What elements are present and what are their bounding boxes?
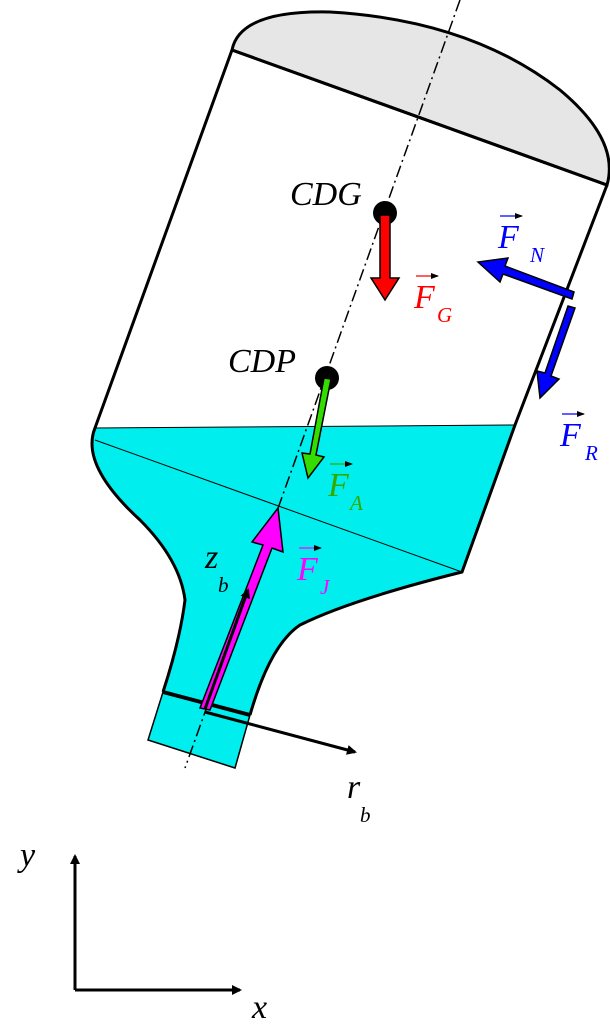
symbol: F xyxy=(559,417,582,454)
jet-label: F J xyxy=(296,545,331,599)
symbol: F xyxy=(413,279,436,316)
cdg-point xyxy=(373,201,397,225)
zb-subscript: b xyxy=(218,573,229,597)
cap xyxy=(230,10,610,187)
y-axis-label: y xyxy=(17,837,36,874)
zb-axis xyxy=(203,588,250,710)
bottle-outline xyxy=(90,49,609,716)
symbol: F xyxy=(327,467,350,504)
friction-label: F R xyxy=(559,411,598,465)
subscript: G xyxy=(437,303,452,327)
buoyancy-label: F A xyxy=(327,461,363,515)
surface-line xyxy=(94,424,516,429)
symbol: F xyxy=(497,219,520,256)
x-axis-label: x xyxy=(251,989,267,1025)
subscript: A xyxy=(348,491,363,515)
gravity-label: F G xyxy=(413,273,452,327)
cap-line xyxy=(231,48,608,187)
normal-label: F N xyxy=(497,213,545,267)
subscript: R xyxy=(584,441,598,465)
rb-axis xyxy=(204,710,357,755)
cdp-label: CDP xyxy=(228,343,296,380)
rb-subscript: b xyxy=(360,803,371,827)
zb-symbol: z xyxy=(204,539,218,576)
rb-symbol: r xyxy=(347,769,361,806)
normal-arrow xyxy=(476,257,575,300)
symbol: F xyxy=(296,551,319,588)
cdg-label: CDG xyxy=(290,176,362,213)
buoyancy-arrow xyxy=(301,377,332,480)
subscript: J xyxy=(320,575,331,599)
water xyxy=(92,425,515,715)
gravity-arrow xyxy=(369,214,401,302)
friction-arrow xyxy=(536,305,576,400)
subscript: N xyxy=(529,243,545,267)
